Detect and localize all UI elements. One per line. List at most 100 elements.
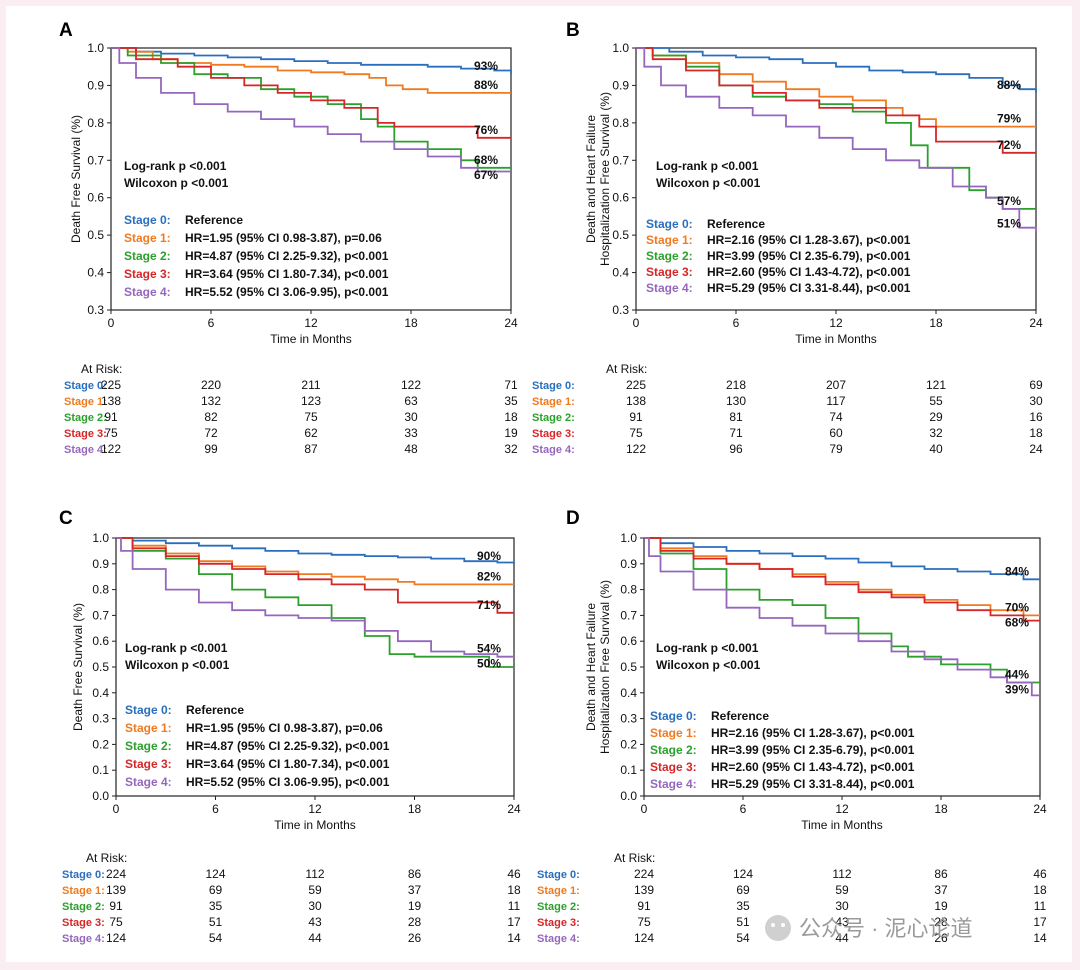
curve-stage-2: [644, 537, 1040, 684]
end-label-stage-0: 93%: [474, 59, 498, 73]
at-risk-count: 91: [104, 410, 118, 424]
legend-stage-name: Stage 4:: [124, 285, 171, 299]
x-axis-title: Time in Months: [801, 818, 883, 832]
curve-stage-2: [116, 537, 514, 668]
x-tick-label: 18: [929, 316, 943, 330]
at-risk-count: 91: [109, 899, 123, 913]
at-risk-count: 121: [926, 378, 946, 392]
watermark: 公众号 · 泥心论道: [765, 915, 973, 941]
at-risk-count: 75: [104, 426, 118, 440]
y-axis-title-line: Hospitalization Free Survival (%): [598, 580, 612, 754]
at-risk-count: 48: [404, 442, 418, 456]
end-label-stage-3: 71%: [477, 598, 501, 612]
at-risk-count: 139: [634, 883, 654, 897]
y-axis-title-line: Hospitalization Free Survival (%): [598, 92, 612, 266]
y-axis-title-line: Death and Heart Failure: [584, 603, 598, 731]
panel-a: A 0.3 0.4 0.5 0.6 0.7 0.8 0.9 1.0 0 6 12 18 24 Time in…: [59, 20, 518, 456]
y-tick-label: 0.5: [92, 660, 109, 674]
y-axis-title-line: Death Free Survival (%): [71, 603, 85, 731]
x-tick-label: 18: [408, 802, 422, 816]
at-risk-stage-name: Stage 2:: [64, 412, 107, 424]
y-tick-label: 0.6: [612, 191, 629, 205]
at-risk-count: 69: [209, 883, 223, 897]
y-tick-label: 0.7: [612, 153, 629, 167]
x-tick-label: 12: [308, 802, 322, 816]
curve-stage-4: [111, 47, 511, 173]
at-risk-count: 72: [204, 426, 218, 440]
at-risk-count: 99: [204, 442, 218, 456]
at-risk-count: 35: [736, 899, 750, 913]
x-tick-label: 0: [113, 802, 120, 816]
stat-text: Log-rank p <0.001: [656, 641, 759, 655]
stat-text: Log-rank p <0.001: [125, 641, 228, 655]
at-risk-count: 44: [835, 931, 849, 945]
y-tick-label: 0.9: [620, 557, 637, 571]
x-tick-label: 18: [404, 316, 418, 330]
y-tick-label: 0.4: [620, 686, 637, 700]
legend-stage-name: Stage 3:: [124, 267, 171, 281]
x-tick-label: 18: [934, 802, 948, 816]
legend-stage-name: Stage 0:: [124, 213, 171, 227]
at-risk-count: 19: [934, 899, 948, 913]
panel-label: B: [566, 20, 580, 41]
y-tick-label: 0.1: [92, 763, 109, 777]
panel-label: C: [59, 508, 73, 529]
at-risk-count: 122: [626, 442, 646, 456]
at-risk-stage-name: Stage 4:: [62, 933, 105, 945]
stat-text: Log-rank p <0.001: [124, 159, 227, 173]
at-risk-count: 122: [101, 442, 121, 456]
at-risk-count: 17: [1033, 915, 1047, 929]
at-risk-count: 75: [304, 410, 318, 424]
at-risk-count: 124: [634, 931, 654, 945]
at-risk-stage-name: Stage 0:: [64, 380, 107, 392]
at-risk-stage-name: Stage 4:: [532, 444, 575, 456]
at-risk-count: 75: [637, 915, 651, 929]
at-risk-count: 46: [507, 867, 521, 881]
watermark-text: 公众号 · 泥心论道: [799, 916, 973, 941]
panel-label: A: [59, 20, 73, 41]
curve-stage-1: [644, 537, 1040, 617]
km-survival-figure: A 0.3 0.4 0.5 0.6 0.7 0.8 0.9 1.0 0 6 12 18 24 Time in…: [59, 20, 1047, 945]
at-risk-count: 86: [934, 867, 948, 881]
end-label-stage-0: 88%: [997, 78, 1021, 92]
x-tick-label: 12: [835, 802, 849, 816]
legend-stage-name: Stage 1:: [646, 233, 693, 247]
end-label-stage-3: 68%: [1005, 615, 1029, 629]
x-tick-label: 0: [633, 316, 640, 330]
at-risk-count: 81: [729, 410, 743, 424]
at-risk-count: 19: [504, 426, 518, 440]
at-risk-count: 122: [401, 378, 421, 392]
at-risk-count: 14: [507, 931, 521, 945]
at-risk-count: 138: [626, 394, 646, 408]
y-tick-label: 0.4: [87, 266, 104, 280]
legend-stage-name: Stage 1:: [125, 721, 172, 735]
y-tick-label: 1.0: [92, 531, 109, 545]
legend-hr-text: HR=1.95 (95% CI 0.98-3.87), p=0.06: [186, 721, 383, 735]
x-tick-label: 6: [733, 316, 740, 330]
y-tick-label: 0.5: [87, 228, 104, 242]
at-risk-count: 51: [736, 915, 750, 929]
legend-hr-text: HR=5.29 (95% CI 3.31-8.44), p<0.001: [711, 777, 915, 791]
at-risk-count: 11: [508, 899, 521, 913]
at-risk-count: 28: [934, 915, 948, 929]
y-tick-label: 0.5: [612, 228, 629, 242]
wechat-icon-eye: [781, 923, 785, 927]
at-risk-count: 75: [629, 426, 643, 440]
at-risk-count: 17: [507, 915, 521, 929]
at-risk-count: 75: [109, 915, 123, 929]
at-risk-count: 124: [733, 867, 753, 881]
at-risk-title: At Risk:: [86, 851, 127, 865]
curve-stage-1: [111, 47, 511, 94]
legend-stage-name: Stage 1:: [124, 231, 171, 245]
curve-stage-3: [111, 47, 511, 139]
legend-hr-text: HR=2.16 (95% CI 1.28-3.67), p<0.001: [711, 726, 915, 740]
at-risk-count: 26: [934, 931, 948, 945]
legend-stage-name: Stage 2:: [125, 739, 172, 753]
x-tick-label: 6: [208, 316, 215, 330]
at-risk-count: 18: [504, 410, 518, 424]
end-label-stage-4: 51%: [997, 216, 1021, 230]
y-tick-label: 0.3: [612, 303, 629, 317]
x-tick-label: 0: [108, 316, 115, 330]
at-risk-count: 46: [1033, 867, 1047, 881]
